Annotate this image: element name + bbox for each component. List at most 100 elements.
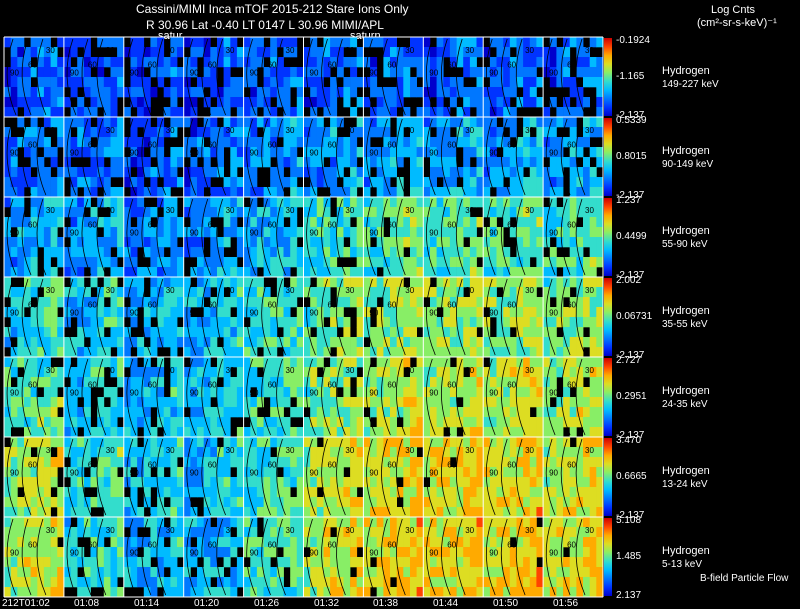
pitch-angle-contour: [201, 118, 212, 196]
heat-cell: [569, 237, 577, 248]
heat-cell: [77, 97, 85, 108]
heat-cell: [430, 57, 437, 68]
heat-cell: [589, 467, 597, 478]
heat-cell: [330, 237, 338, 248]
heat-cell: [316, 227, 324, 238]
heat-cell: [469, 357, 477, 368]
pitch-angle-contour: [440, 38, 451, 116]
heat-cell: [243, 367, 251, 378]
heat-cell: [523, 407, 531, 418]
heat-cell: [430, 477, 437, 488]
heat-cell: [24, 477, 31, 488]
heat-cell: [30, 217, 38, 228]
heat-cell: [323, 137, 331, 148]
heat-cell: [197, 207, 204, 218]
pitch-angle-contour: [575, 438, 586, 516]
heat-cell: [596, 487, 604, 498]
heat-cell: [210, 567, 218, 578]
heat-cell: [483, 47, 491, 58]
heat-cell: [103, 127, 111, 138]
heat-cell: [563, 267, 571, 278]
heat-cell: [396, 177, 404, 188]
heat-cell: [290, 147, 298, 158]
heat-cell: [63, 417, 71, 428]
heat-cell: [83, 227, 91, 238]
heat-cell: [529, 567, 537, 578]
heat-cell: [509, 567, 517, 578]
heat-cell: [529, 467, 537, 478]
heat-cell: [516, 547, 524, 558]
heat-cell: [17, 187, 25, 198]
heat-cell: [423, 427, 431, 438]
contour-label: 90: [250, 148, 259, 157]
heat-cell: [183, 577, 191, 588]
heat-cell: [396, 67, 404, 78]
heat-cell: [83, 47, 91, 58]
heat-cell: [170, 297, 178, 308]
heat-cell: [496, 207, 504, 218]
heat-cell: [117, 567, 125, 578]
heat-cell: [323, 447, 331, 458]
heat-cell: [516, 227, 524, 238]
heat-cell: [410, 137, 417, 148]
heat-cell: [496, 347, 504, 358]
pitch-angle-contour: [575, 198, 586, 276]
heat-cell: [436, 147, 444, 158]
contour-label: 90: [70, 228, 79, 237]
heat-cell: [483, 427, 491, 438]
heat-cell: [336, 407, 344, 418]
heat-cell: [210, 457, 218, 468]
heat-cell: [256, 497, 264, 508]
heat-cell: [423, 347, 431, 358]
heat-cell: [77, 327, 85, 338]
pitch-angle-contour: [396, 438, 406, 516]
heat-cell: [197, 417, 204, 428]
heat-cell: [210, 107, 218, 118]
heat-cell: [230, 227, 238, 238]
heat-cell: [210, 587, 218, 598]
contour-label: 60: [447, 220, 456, 229]
heat-cell: [376, 157, 384, 168]
heat-cell: [509, 557, 517, 568]
heat-cell: [443, 147, 451, 158]
heat-cell: [57, 547, 65, 558]
heat-cell: [210, 527, 218, 538]
heat-cell: [290, 47, 298, 58]
heat-cell: [90, 297, 98, 308]
heat-cell: [489, 387, 497, 398]
heat-cell: [489, 97, 497, 108]
heat-cell: [170, 127, 178, 138]
heat-cell: [503, 77, 511, 88]
heat-cell: [463, 147, 471, 158]
heat-cell: [137, 297, 145, 308]
heat-cell: [43, 217, 51, 228]
heat-cell: [303, 207, 311, 218]
heat-cell: [596, 87, 604, 98]
heat-cell: [523, 457, 531, 468]
heat-cell: [117, 327, 125, 338]
heat-cell: [303, 367, 311, 378]
heat-cell: [350, 337, 358, 348]
heat-cell: [310, 357, 318, 368]
heat-cell: [423, 67, 431, 78]
heat-cell: [383, 557, 391, 568]
heat-cell: [177, 297, 184, 308]
heat-cell: [370, 537, 378, 548]
heat-cell: [163, 337, 171, 348]
contour-label: 60: [328, 220, 337, 229]
heat-cell: [509, 167, 517, 178]
heat-cell: [449, 487, 457, 498]
heat-cell: [436, 207, 444, 218]
heat-cell: [170, 417, 178, 428]
heat-cell: [376, 337, 384, 348]
heat-cell: [10, 107, 18, 118]
heat-cell: [183, 427, 191, 438]
heat-cell: [137, 277, 145, 288]
heat-cell: [183, 547, 191, 558]
heat-cell: [203, 527, 211, 538]
heat-cell: [443, 367, 451, 378]
heat-cell: [190, 467, 198, 478]
heat-cell: [503, 267, 511, 278]
heat-cell: [43, 197, 51, 208]
